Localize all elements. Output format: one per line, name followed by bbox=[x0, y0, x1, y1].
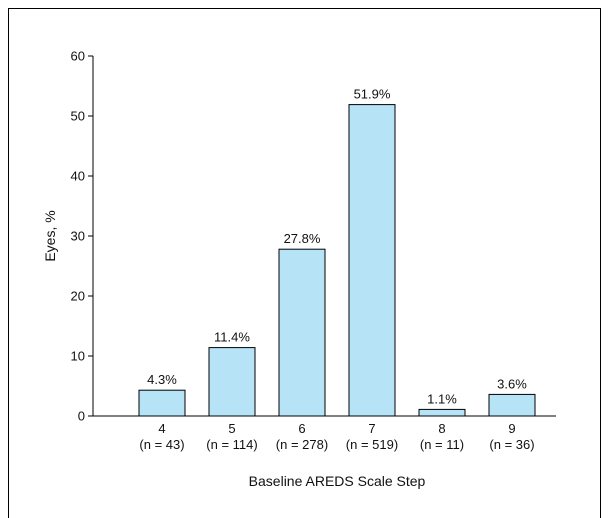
bars: 4.3% 11.4% 27.8% 51.9% 1.1% 3.6% bbox=[138, 87, 536, 417]
y-tick-label: 10 bbox=[71, 349, 85, 364]
y-axis-ticks: 0 10 20 30 40 50 60 bbox=[71, 49, 93, 424]
y-tick-label: 40 bbox=[71, 169, 85, 184]
bar-data-label: 1.1% bbox=[427, 391, 457, 406]
bar-step-8 bbox=[418, 408, 466, 417]
x-tick-sublabel: (n = 36) bbox=[489, 437, 534, 452]
x-tick-sublabel: (n = 43) bbox=[139, 437, 184, 452]
bar-data-label: 51.9% bbox=[354, 87, 391, 102]
bar-step-6 bbox=[278, 248, 326, 417]
x-axis-title: Baseline AREDS Scale Step bbox=[249, 473, 426, 489]
y-tick-label: 20 bbox=[71, 289, 85, 304]
y-axis-title: Eyes, % bbox=[42, 210, 58, 261]
bar-data-label: 27.8% bbox=[284, 231, 321, 246]
x-tick-label: 7 bbox=[368, 421, 375, 436]
bar-step-5 bbox=[208, 347, 256, 417]
x-tick-label: 4 bbox=[158, 421, 165, 436]
y-tick-label: 30 bbox=[71, 229, 85, 244]
x-tick-label: 8 bbox=[438, 421, 445, 436]
x-tick-sublabel: (n = 278) bbox=[276, 437, 328, 452]
x-tick-sublabel: (n = 11) bbox=[420, 437, 464, 452]
bar-data-label: 3.6% bbox=[497, 376, 527, 391]
x-tick-label: 6 bbox=[298, 421, 305, 436]
x-axis-labels: 4(n = 43) 5(n = 114) 6(n = 278) 7(n = 519) 8… bbox=[139, 421, 534, 452]
bar-step-7 bbox=[348, 104, 396, 417]
x-tick-sublabel: (n = 519) bbox=[346, 437, 398, 452]
figure-frame bbox=[8, 8, 601, 518]
bar-step-9 bbox=[488, 393, 536, 417]
bar-step-4 bbox=[138, 389, 186, 417]
y-tick-label: 50 bbox=[71, 109, 85, 124]
y-tick-label: 0 bbox=[78, 409, 85, 424]
bar-data-label: 11.4% bbox=[214, 330, 250, 345]
x-tick-label: 5 bbox=[228, 421, 235, 436]
x-tick-sublabel: (n = 114) bbox=[206, 437, 257, 452]
x-tick-label: 9 bbox=[508, 421, 515, 436]
bar-data-label: 4.3% bbox=[147, 372, 177, 387]
y-tick-label: 60 bbox=[71, 49, 85, 64]
